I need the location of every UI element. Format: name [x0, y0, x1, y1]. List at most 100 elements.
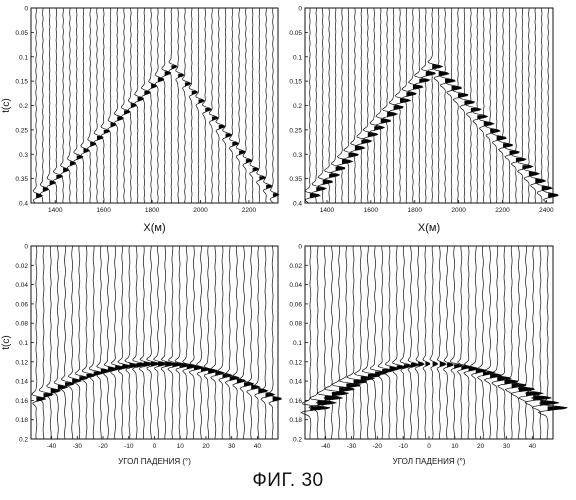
seismic-trace	[498, 246, 518, 439]
x-tick-label: 30	[503, 443, 511, 450]
panel-top-left: 00.050.10.150.20.250.30.350.414001600180…	[1, 6, 279, 235]
seismic-trace	[478, 246, 495, 439]
y-tick-label: 0.05	[15, 30, 28, 37]
seismic-trace	[229, 8, 238, 203]
panel-bottom-right: 00.020.040.060.080.10.120.140.160.180.2-…	[289, 244, 567, 467]
seismic-trace	[354, 246, 374, 439]
y-tick-label: 0.06	[15, 301, 28, 308]
seismic-trace	[162, 8, 171, 203]
seismic-trace	[88, 8, 96, 203]
seismic-trace	[337, 8, 352, 203]
y-tick-label: 0.18	[15, 417, 28, 424]
y-tick-label: 0.35	[289, 176, 302, 183]
seismic-trace	[466, 8, 481, 203]
seismic-trace	[505, 246, 526, 439]
seismic-trace	[332, 246, 354, 439]
seismic-trace	[101, 8, 110, 203]
x-tick-label: 40	[529, 443, 537, 450]
y-tick-label: 0.4	[293, 201, 302, 208]
seismic-trace	[421, 8, 435, 203]
y-tick-label: 0.1	[19, 54, 28, 61]
x-tick-label: 2000	[451, 207, 466, 214]
y-tick-label: 0.05	[289, 30, 302, 37]
y-tick-label: 0.08	[15, 321, 28, 328]
x-tick-label: 1600	[96, 207, 111, 214]
seismic-trace	[428, 8, 443, 203]
x-tick-label: 20	[202, 443, 210, 450]
seismic-trace	[347, 246, 367, 439]
seismic-trace	[511, 8, 526, 203]
y-tick-label: 0.35	[15, 176, 28, 183]
x-tick-label: 10	[177, 443, 185, 450]
figure-caption: ФИГ. 30	[0, 470, 576, 492]
seismic-trace	[357, 8, 372, 203]
seismic-trace	[430, 246, 438, 439]
y-tick-label: 0.25	[15, 127, 28, 134]
panel-top-right: 00.050.10.150.20.250.30.350.414001600180…	[289, 6, 558, 235]
x-tick-label: 2200	[242, 207, 257, 214]
x-tick-label: -30	[347, 443, 357, 450]
seismic-trace	[491, 246, 511, 439]
seismic-trace	[543, 8, 558, 203]
seismic-trace	[135, 8, 144, 203]
x-tick-label: -20	[98, 443, 108, 450]
y-tick-label: 0.08	[289, 321, 302, 328]
seismic-trace	[216, 8, 225, 203]
seismic-trace	[434, 8, 449, 203]
x-tick-label: 2400	[539, 207, 554, 214]
seismic-trace	[74, 8, 83, 203]
seismic-trace	[324, 246, 349, 439]
x-tick-label: -20	[373, 443, 383, 450]
y-tick-label: 0.1	[19, 340, 28, 347]
seismic-trace	[440, 8, 455, 203]
seismic-trace	[377, 246, 393, 439]
plot-frame	[31, 246, 278, 439]
x-tick-label: 2200	[495, 207, 510, 214]
seismic-trace	[492, 8, 506, 203]
y-tick-label: 0.04	[15, 282, 28, 289]
seismic-trace	[67, 8, 75, 203]
y-tick-label: 0	[24, 6, 28, 13]
seismic-trace	[479, 8, 494, 203]
seismic-trace	[512, 246, 535, 439]
seismic-trace	[312, 8, 326, 203]
seismic-trace	[268, 246, 281, 439]
x-axis-label: УГОЛ ПАДЕНИЯ (°)	[393, 457, 466, 466]
y-tick-label: 0.02	[15, 263, 28, 270]
seismic-trace	[415, 8, 430, 203]
seismic-trace	[263, 8, 272, 203]
x-tick-label: 40	[254, 443, 262, 450]
y-tick-label: 0.15	[289, 79, 302, 86]
x-tick-label: 0	[427, 443, 431, 450]
x-tick-label: 1800	[145, 207, 160, 214]
x-tick-label: 1400	[48, 207, 63, 214]
seismic-trace	[450, 246, 461, 439]
x-axis-label: УГОЛ ПАДЕНИЯ (°)	[118, 457, 191, 466]
y-axis-label: t(c)	[1, 335, 12, 349]
seismic-trace	[363, 246, 381, 439]
y-axis-label: t(c)	[1, 98, 12, 112]
x-tick-label: 1600	[364, 207, 379, 214]
seismic-trace	[147, 246, 160, 439]
seismic-trace	[370, 246, 387, 439]
y-tick-label: 0.16	[15, 398, 28, 405]
x-tick-label: 1400	[320, 207, 335, 214]
y-tick-label: 0.1	[293, 54, 302, 61]
y-tick-label: 0.18	[289, 417, 302, 424]
seismic-trace	[453, 8, 468, 203]
seismic-trace	[81, 8, 90, 203]
seismic-trace	[232, 246, 245, 439]
plot-frame	[305, 246, 553, 439]
seismic-trace	[423, 246, 430, 439]
y-tick-label: 0.2	[293, 103, 302, 110]
seismic-trace	[408, 246, 418, 439]
y-tick-label: 0.06	[289, 301, 302, 308]
x-tick-label: 20	[477, 443, 485, 450]
y-tick-label: 0	[298, 6, 302, 13]
x-tick-label: 10	[451, 443, 459, 450]
seismic-trace	[209, 8, 218, 203]
y-tick-label: 0	[298, 244, 302, 251]
y-tick-label: 0.2	[293, 437, 302, 444]
seismic-trace	[121, 8, 130, 203]
seismic-trace	[340, 246, 361, 439]
